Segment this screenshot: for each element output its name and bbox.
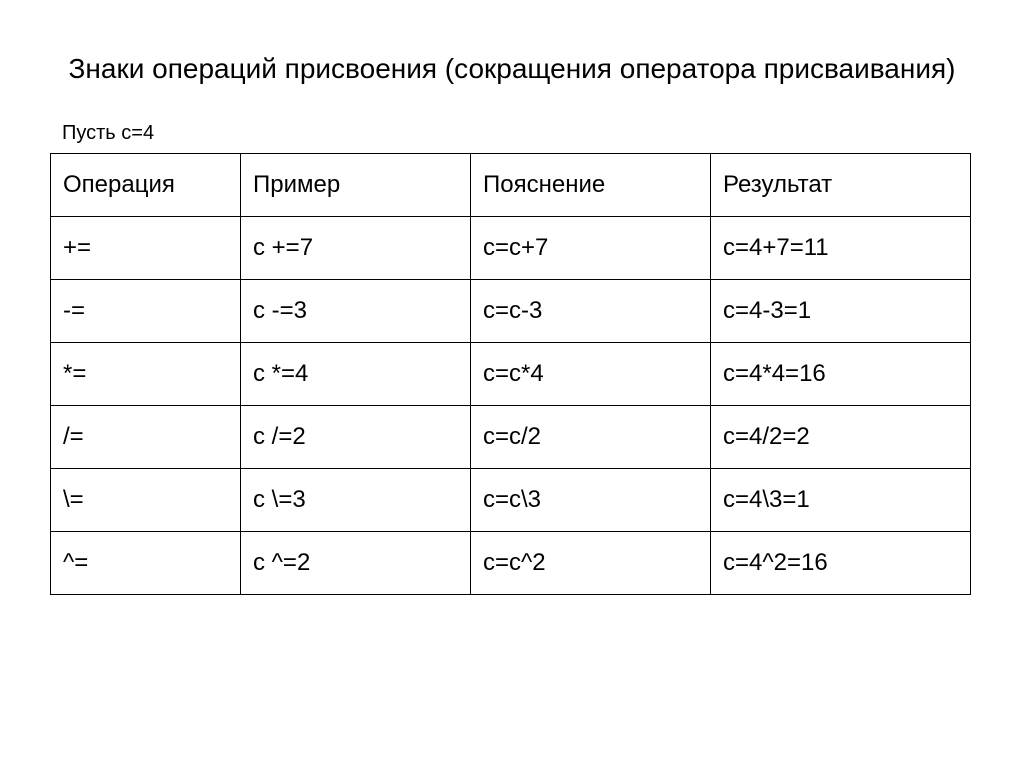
col-result: Результат (711, 153, 971, 216)
col-example: Пример (241, 153, 471, 216)
cell-op: -= (51, 279, 241, 342)
cell-op: += (51, 216, 241, 279)
cell-op: *= (51, 342, 241, 405)
table-row: -= c -=3 c=c-3 c=4-3=1 (51, 279, 971, 342)
col-explain: Пояснение (471, 153, 711, 216)
table-row: ^= c ^=2 c=c^2 c=4^2=16 (51, 531, 971, 594)
table-header-row: Операция Пример Пояснение Результат (51, 153, 971, 216)
cell-example: c /=2 (241, 405, 471, 468)
precondition-note: Пусть c=4 (62, 122, 974, 145)
cell-result: c=4^2=16 (711, 531, 971, 594)
table-row: += c +=7 c=c+7 c=4+7=11 (51, 216, 971, 279)
operators-table: Операция Пример Пояснение Результат += c… (50, 153, 971, 595)
cell-result: c=4*4=16 (711, 342, 971, 405)
cell-op: ^= (51, 531, 241, 594)
cell-example: c *=4 (241, 342, 471, 405)
cell-example: c -=3 (241, 279, 471, 342)
cell-example: c ^=2 (241, 531, 471, 594)
cell-example: c +=7 (241, 216, 471, 279)
cell-explain: c=c/2 (471, 405, 711, 468)
cell-explain: c=c+7 (471, 216, 711, 279)
table-row: \= c \=3 c=c\3 c=4\3=1 (51, 468, 971, 531)
page-title: Знаки операций присвоения (сокращения оп… (62, 50, 962, 88)
slide: Знаки операций присвоения (сокращения оп… (0, 0, 1024, 767)
cell-result: c=4\3=1 (711, 468, 971, 531)
cell-explain: c=c*4 (471, 342, 711, 405)
table-row: *= c *=4 c=c*4 c=4*4=16 (51, 342, 971, 405)
cell-op: \= (51, 468, 241, 531)
cell-result: c=4-3=1 (711, 279, 971, 342)
table-row: /= c /=2 c=c/2 c=4/2=2 (51, 405, 971, 468)
cell-op: /= (51, 405, 241, 468)
cell-explain: c=c^2 (471, 531, 711, 594)
cell-result: c=4+7=11 (711, 216, 971, 279)
cell-result: c=4/2=2 (711, 405, 971, 468)
cell-example: c \=3 (241, 468, 471, 531)
col-operation: Операция (51, 153, 241, 216)
cell-explain: c=c-3 (471, 279, 711, 342)
cell-explain: c=c\3 (471, 468, 711, 531)
